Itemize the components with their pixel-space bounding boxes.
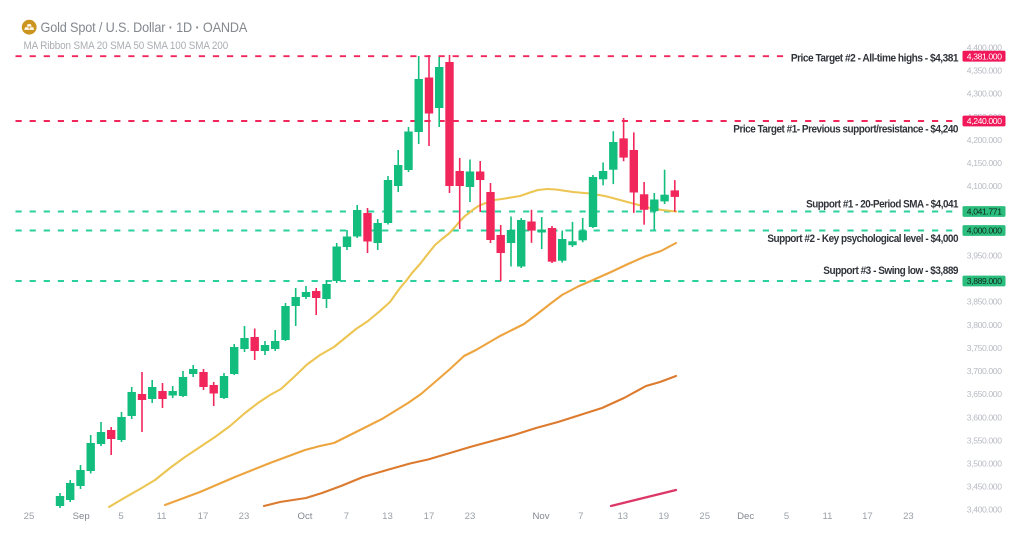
svg-text:3,450.000: 3,450.000 (967, 482, 1002, 492)
svg-text:Support #3 - Swing low - $3,88: Support #3 - Swing low - $3,889 (823, 264, 958, 277)
svg-text:17: 17 (198, 511, 209, 522)
svg-text:Dec: Dec (737, 511, 754, 522)
svg-text:4,400.000: 4,400.000 (967, 43, 1002, 53)
svg-text:4,200.000: 4,200.000 (967, 135, 1002, 145)
svg-text:4,041.771: 4,041.771 (967, 207, 1002, 217)
svg-text:7: 7 (578, 511, 583, 522)
svg-text:25: 25 (699, 511, 710, 522)
svg-text:23: 23 (239, 511, 250, 522)
svg-text:19: 19 (658, 511, 669, 522)
svg-text:Support #2 - Key psychological: Support #2 - Key psychological level - $… (767, 232, 958, 245)
svg-text:13: 13 (382, 511, 393, 522)
svg-text:4,150.000: 4,150.000 (967, 158, 1002, 168)
svg-text:3,889.000: 3,889.000 (967, 276, 1002, 286)
svg-text:3,950.000: 3,950.000 (967, 251, 1002, 261)
svg-text:Support #1 - 20-Period SMA - $: Support #1 - 20-Period SMA - $4,041 (806, 198, 958, 211)
svg-text:11: 11 (823, 511, 833, 522)
svg-text:3,800.000: 3,800.000 (967, 320, 1002, 330)
svg-text:Gold Spot / U.S. Dollar · 1D ·: Gold Spot / U.S. Dollar · 1D · OANDA (41, 20, 248, 36)
svg-text:MA Ribbon SMA 20 SMA 50 SMA 10: MA Ribbon SMA 20 SMA 50 SMA 100 SMA 200 (24, 41, 229, 52)
svg-text:4,381.000: 4,381.000 (967, 51, 1002, 61)
svg-text:Price Target #1- Previous supp: Price Target #1- Previous support/resist… (733, 123, 958, 136)
svg-text:5: 5 (118, 511, 123, 522)
svg-text:17: 17 (862, 511, 873, 522)
svg-text:3,700.000: 3,700.000 (967, 366, 1002, 376)
svg-text:11: 11 (157, 511, 167, 522)
svg-text:4,000.000: 4,000.000 (967, 226, 1002, 236)
svg-text:5: 5 (784, 511, 789, 522)
svg-text:3,750.000: 3,750.000 (967, 343, 1002, 353)
svg-text:4,300.000: 4,300.000 (967, 89, 1002, 99)
svg-text:3,500.000: 3,500.000 (967, 459, 1002, 469)
svg-text:4,100.000: 4,100.000 (967, 181, 1002, 191)
svg-text:3,850.000: 3,850.000 (967, 297, 1002, 307)
svg-text:3,650.000: 3,650.000 (967, 389, 1002, 399)
svg-text:3,400.000: 3,400.000 (967, 505, 1002, 515)
svg-text:Price Target #2 - All-time hig: Price Target #2 - All-time highs - $4,38… (791, 52, 959, 65)
svg-text:7: 7 (344, 511, 349, 522)
svg-text:Nov: Nov (532, 511, 549, 522)
svg-text:13: 13 (617, 511, 628, 522)
svg-text:4,350.000: 4,350.000 (967, 66, 1002, 76)
svg-text:Oct: Oct (298, 511, 313, 522)
svg-text:3,600.000: 3,600.000 (967, 412, 1002, 422)
svg-text:Sep: Sep (73, 511, 90, 522)
svg-text:23: 23 (465, 511, 476, 522)
svg-text:25: 25 (24, 511, 35, 522)
svg-text:17: 17 (424, 511, 435, 522)
svg-text:4,240.000: 4,240.000 (967, 116, 1002, 126)
svg-text:23: 23 (903, 511, 914, 522)
svg-text:3,550.000: 3,550.000 (967, 435, 1002, 445)
